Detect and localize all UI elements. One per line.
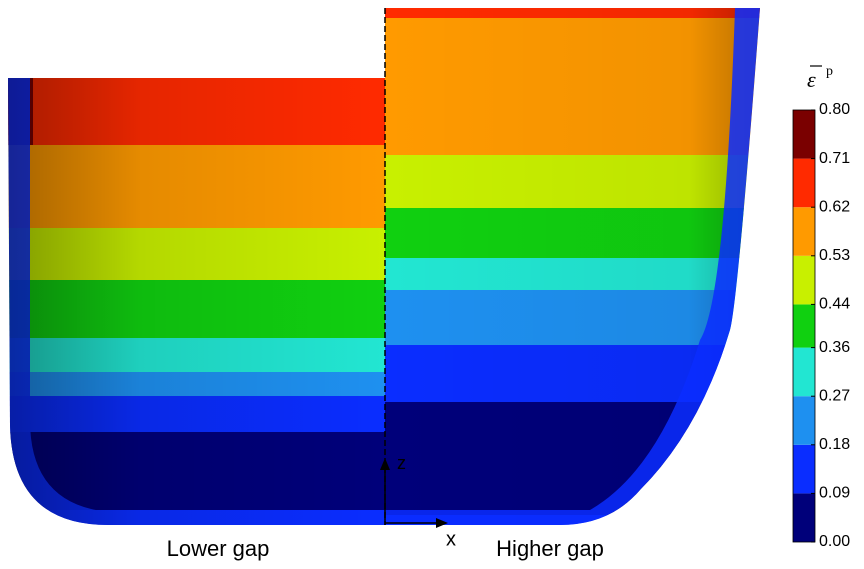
colorbar-segment [793, 493, 815, 542]
colorbar-tick-label: 0.71 [819, 150, 850, 167]
colorbar-tick-label: 0.36 [819, 339, 850, 356]
colorbar-tick-label: 0.53 [819, 247, 850, 264]
colorbar-tick-label: 0.00 [819, 533, 850, 550]
right-label: Higher gap [496, 536, 604, 561]
colorbar-segment [793, 444, 815, 494]
z-arrow [380, 458, 390, 470]
colorbar-segment [793, 110, 815, 159]
colorbar-segment [793, 347, 815, 397]
z-label: z [397, 453, 406, 473]
colorbar-segment [793, 255, 815, 305]
colorbar-tick-label: 0.44 [819, 296, 850, 313]
colorbar-title: ε [807, 67, 816, 92]
colorbar-segment [793, 304, 815, 348]
shading [8, 78, 385, 525]
lower-gap-cup [8, 78, 385, 525]
colorbar-segment [793, 158, 815, 208]
colorbar-segment [793, 207, 815, 256]
colorbar-tick-label: 0.18 [819, 436, 850, 453]
higher-gap-cup [385, 8, 760, 525]
shading [385, 8, 760, 525]
x-arrow [436, 518, 448, 528]
colorbar-tick-label: 0.62 [819, 198, 850, 215]
colorbar: 0.00 0.09 0.18 0.27 0.36 0.44 0.53 0.62 0.71 0.80 [792, 101, 850, 550]
colorbar-tick-label: 0.09 [819, 485, 850, 502]
left-label: Lower gap [167, 536, 270, 561]
colorbar-segment [793, 396, 815, 445]
colorbar-frame [792, 109, 816, 543]
colorbar-superscript: p [826, 64, 833, 79]
x-label: x [446, 528, 456, 550]
colorbar-tick-label: 0.80 [819, 101, 850, 118]
colorbar-tick-label: 0.27 [819, 387, 850, 404]
